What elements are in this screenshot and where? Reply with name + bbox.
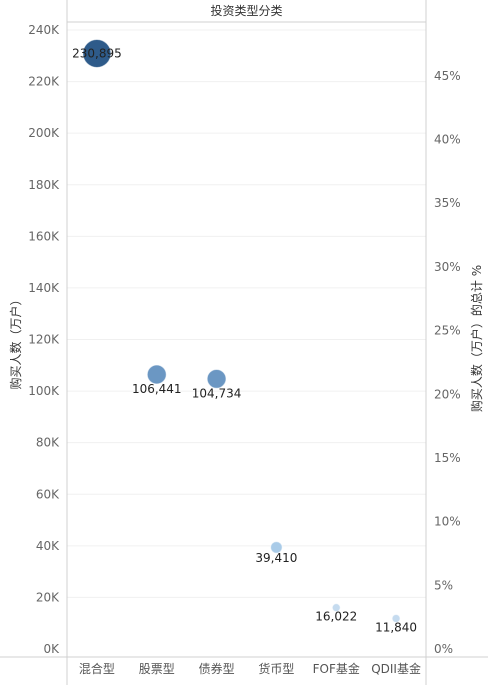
y2-tick-label: 35% bbox=[434, 196, 461, 210]
y2-tick-label: 30% bbox=[434, 260, 461, 274]
y-tick-label: 100K bbox=[28, 384, 60, 398]
category-label: 股票型 bbox=[139, 662, 175, 676]
y2-axis-ticks: 0% 5% 10% 15% 20% 25% 30% 35% 40% 45% bbox=[434, 69, 461, 656]
y-tick-label: 140K bbox=[28, 281, 60, 295]
y-axis-title: 购买人数（万户） bbox=[8, 293, 23, 389]
y2-tick-label: 25% bbox=[434, 324, 461, 338]
bubble bbox=[146, 364, 167, 385]
y-axis-ticks: 0K 20K 40K 60K 80K 100K 120K 140K 160K 180K 200K 22… bbox=[28, 23, 60, 656]
gridlines bbox=[67, 29, 426, 598]
y2-tick-label: 40% bbox=[434, 133, 461, 147]
column-header: 投资类型分类 bbox=[210, 3, 282, 18]
y2-axis-title: 购买人数（万户）的总计 % bbox=[469, 265, 484, 412]
value-labels: 230,895 106,441 104,734 39,410 16,022 11,840 bbox=[72, 46, 417, 634]
y2-tick-label: 45% bbox=[434, 69, 461, 83]
bubble bbox=[82, 38, 112, 68]
y-tick-label: 180K bbox=[28, 178, 60, 192]
value-label: 106,441 bbox=[132, 382, 182, 396]
bubbles bbox=[82, 38, 401, 623]
y-tick-label: 60K bbox=[36, 487, 60, 501]
bubble bbox=[391, 613, 401, 623]
y2-tick-label: 0% bbox=[434, 642, 453, 656]
y-tick-label: 120K bbox=[28, 333, 60, 347]
y2-tick-label: 5% bbox=[434, 578, 453, 592]
y-tick-label: 160K bbox=[28, 229, 60, 243]
value-label: 230,895 bbox=[72, 46, 122, 60]
y-tick-label: 220K bbox=[28, 75, 60, 89]
y-tick-label: 20K bbox=[36, 590, 60, 604]
value-label: 16,022 bbox=[315, 610, 357, 624]
y2-tick-label: 15% bbox=[434, 451, 461, 465]
bubble bbox=[331, 603, 341, 613]
category-label: FOF基金 bbox=[313, 661, 360, 676]
bubble bbox=[206, 368, 227, 389]
y-tick-label: 240K bbox=[28, 23, 60, 37]
y-tick-label: 0K bbox=[43, 642, 60, 656]
value-label: 39,410 bbox=[255, 551, 297, 565]
bubble bbox=[270, 541, 283, 554]
y-tick-label: 200K bbox=[28, 126, 60, 140]
category-labels: 混合型 股票型 债券型 货币型 FOF基金 QDII基金 bbox=[79, 661, 421, 676]
y-tick-label: 80K bbox=[36, 436, 60, 450]
y-tick-label: 40K bbox=[36, 539, 60, 553]
category-label: 债券型 bbox=[199, 661, 235, 676]
value-label: 11,840 bbox=[375, 620, 417, 634]
category-label: 货币型 bbox=[258, 661, 294, 676]
y2-tick-label: 10% bbox=[434, 515, 461, 529]
category-label: 混合型 bbox=[79, 661, 115, 676]
category-label: QDII基金 bbox=[371, 661, 421, 676]
y2-tick-label: 20% bbox=[434, 387, 461, 401]
value-label: 104,734 bbox=[192, 386, 242, 400]
